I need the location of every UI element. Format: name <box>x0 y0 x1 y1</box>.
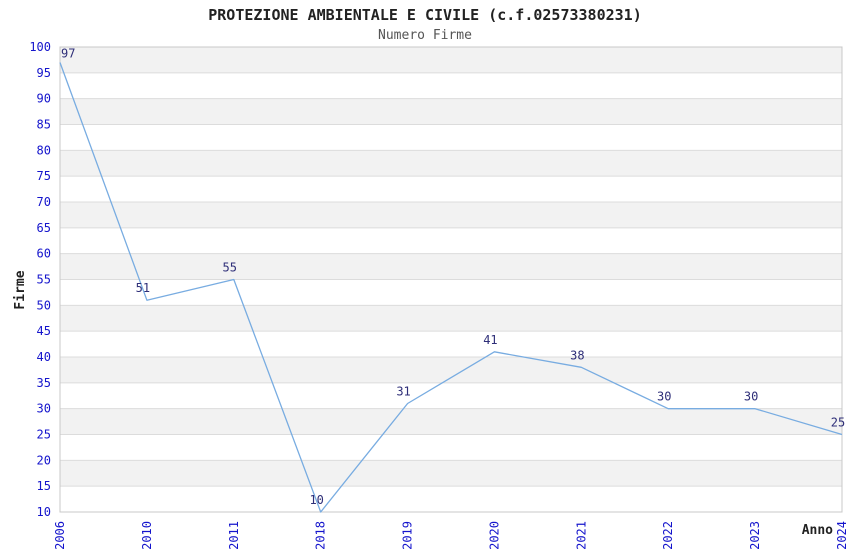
y-tick-label: 70 <box>37 195 51 209</box>
grid-band <box>60 486 842 512</box>
y-tick-label: 85 <box>37 118 51 132</box>
grid-band <box>60 202 842 228</box>
data-point-label: 31 <box>396 385 410 399</box>
data-point-label: 10 <box>309 493 323 507</box>
data-point-label: 30 <box>657 390 671 404</box>
y-tick-label: 55 <box>37 273 51 287</box>
plot-border <box>59 46 843 513</box>
x-tick-label: 2018 <box>314 521 328 550</box>
y-tick-label: 75 <box>37 169 51 183</box>
grid-band <box>60 279 842 306</box>
grid-band <box>60 460 842 487</box>
y-tick-label: 50 <box>37 298 51 312</box>
data-point-label: 97 <box>61 47 75 61</box>
x-tick-label: 2023 <box>748 521 762 550</box>
data-point-label: 30 <box>744 390 758 404</box>
x-tick-label: 2019 <box>401 521 415 550</box>
y-tick-label: 35 <box>37 376 51 390</box>
y-tick-label: 80 <box>37 143 51 157</box>
grid-band <box>60 253 842 280</box>
y-tick-label: 25 <box>37 428 51 442</box>
y-tick-label: 15 <box>37 479 51 493</box>
y-tick-label: 65 <box>37 221 51 235</box>
grid-band <box>60 408 842 435</box>
grid-band <box>60 305 842 332</box>
x-tick-label: 2020 <box>487 521 501 550</box>
grid-band <box>60 227 842 254</box>
grid-band <box>60 382 842 409</box>
y-tick-label: 40 <box>37 350 51 364</box>
y-tick-label: 10 <box>37 505 51 519</box>
x-tick-label: 2021 <box>574 521 588 550</box>
data-point-label: 51 <box>136 281 150 295</box>
data-point-label: 25 <box>831 416 845 430</box>
grid-band <box>60 331 842 357</box>
x-tick-label: 2011 <box>227 521 241 550</box>
data-point-label: 38 <box>570 348 584 362</box>
x-tick-label: 2006 <box>53 521 67 550</box>
y-tick-label: 60 <box>37 247 51 261</box>
y-tick-label: 95 <box>37 66 51 80</box>
data-line <box>59 62 843 513</box>
chart-subtitle: Numero Firme <box>378 28 472 43</box>
y-tick-label: 30 <box>37 402 51 416</box>
grid-band <box>60 98 842 125</box>
y-tick-label: 90 <box>37 92 51 106</box>
y-tick-label: 45 <box>37 324 51 338</box>
grid-band <box>60 176 842 202</box>
grid-band <box>60 434 842 461</box>
chart-title: PROTEZIONE AMBIENTALE E CIVILE (c.f.0257… <box>208 6 642 24</box>
grid-band <box>60 124 842 151</box>
grid-band <box>60 150 842 177</box>
y-tick-label: 20 <box>37 453 51 467</box>
x-tick-label: 2010 <box>140 521 154 550</box>
grid-band <box>60 72 842 99</box>
grid-band <box>60 357 842 383</box>
x-tick-label: 2022 <box>661 521 675 550</box>
grid-band <box>60 47 842 73</box>
x-axis-title: Anno <box>801 523 833 538</box>
x-tick-label: 2024 <box>835 521 849 550</box>
data-point-label: 55 <box>223 261 237 275</box>
data-point-label: 41 <box>483 333 497 347</box>
y-tick-label: 100 <box>29 40 51 54</box>
